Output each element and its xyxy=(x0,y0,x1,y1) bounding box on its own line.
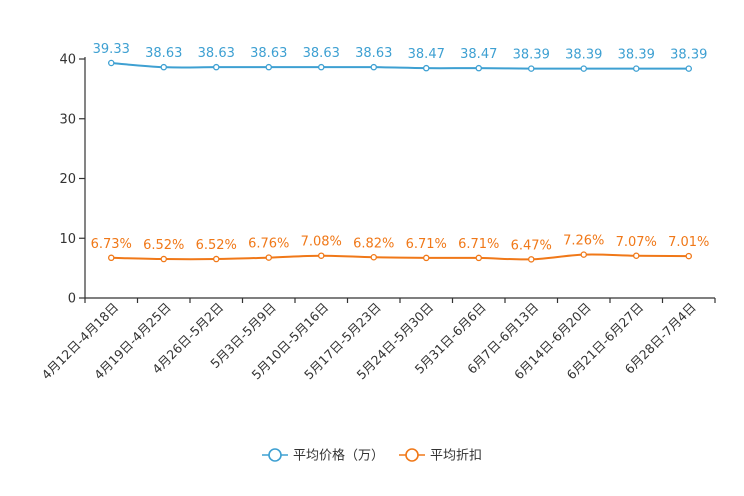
data-point[interactable] xyxy=(160,255,167,263)
series-line xyxy=(111,253,689,261)
data-label: 38.47 xyxy=(408,47,445,62)
data-label: 38.63 xyxy=(198,46,235,61)
data-point[interactable] xyxy=(108,59,115,67)
x-axis: 4月12日-4月18日4月19日-4月25日4月26日-5月2日5月3日-5月9… xyxy=(38,297,716,382)
series-layer: 39.33 38.63 38.63 38.63 38.63 38.63 38.47 38.47… xyxy=(91,42,709,263)
data-point[interactable] xyxy=(633,252,640,260)
data-point[interactable] xyxy=(422,254,430,262)
y-tick-label: 40 xyxy=(59,53,76,68)
data-point[interactable] xyxy=(212,63,220,71)
data-label: 7.07% xyxy=(616,235,657,250)
legend-marker-icon xyxy=(405,448,419,462)
data-label: 38.63 xyxy=(355,46,392,61)
data-label: 6.71% xyxy=(458,237,499,252)
data-point[interactable] xyxy=(528,65,535,72)
legend[interactable]: 平均价格（万） 平均折扣 xyxy=(262,448,482,464)
data-point[interactable] xyxy=(528,256,535,263)
data-label: 7.08% xyxy=(301,235,342,250)
data-point[interactable] xyxy=(317,63,325,71)
data-label: 6.52% xyxy=(143,238,184,253)
data-label: 38.39 xyxy=(618,48,655,63)
data-label: 38.63 xyxy=(145,46,182,61)
data-point[interactable] xyxy=(422,64,430,72)
series-average-price: 39.33 38.63 38.63 38.63 38.63 38.63 38.47 38.47… xyxy=(93,42,707,72)
data-label: 38.39 xyxy=(513,48,550,63)
legend-item-average-discount[interactable]: 平均折扣 xyxy=(399,448,482,464)
data-point[interactable] xyxy=(370,254,377,261)
data-point[interactable] xyxy=(160,63,167,71)
data-label: 38.47 xyxy=(460,47,497,62)
data-label: 7.26% xyxy=(563,234,604,249)
data-point[interactable] xyxy=(475,254,482,262)
data-point[interactable] xyxy=(265,254,272,261)
data-label: 6.76% xyxy=(248,237,289,252)
series-line xyxy=(111,62,689,70)
data-point[interactable] xyxy=(475,64,482,72)
legend-marker-icon xyxy=(268,448,282,462)
y-tick-label: 30 xyxy=(59,112,76,127)
data-label: 6.47% xyxy=(511,238,552,253)
data-point[interactable] xyxy=(370,63,377,71)
data-label: 38.39 xyxy=(670,48,707,63)
series-average-discount: 6.73% 6.52% 6.52% 6.76% 7.08% 6.82% 6.71% 6.71%… xyxy=(91,234,709,263)
data-point[interactable] xyxy=(108,254,115,262)
legend-label: 平均折扣 xyxy=(430,449,482,464)
data-label: 38.63 xyxy=(250,46,287,61)
y-tick-label: 20 xyxy=(59,172,76,187)
data-label: 39.33 xyxy=(93,42,130,57)
data-label: 6.82% xyxy=(353,236,394,251)
data-label: 38.63 xyxy=(303,46,340,61)
data-label: 7.01% xyxy=(668,235,709,250)
y-axis: 0 10 20 30 40 xyxy=(59,53,86,307)
data-point[interactable] xyxy=(265,63,272,71)
data-point[interactable] xyxy=(580,251,588,258)
data-label: 38.39 xyxy=(565,48,602,63)
data-point[interactable] xyxy=(212,255,220,263)
y-tick-label: 0 xyxy=(68,292,76,307)
data-point[interactable] xyxy=(317,252,325,259)
data-point[interactable] xyxy=(633,65,640,72)
y-tick-label: 10 xyxy=(59,232,76,247)
data-point[interactable] xyxy=(580,65,588,72)
legend-label: 平均价格（万） xyxy=(293,448,384,464)
data-label: 6.71% xyxy=(406,237,447,252)
data-label: 6.73% xyxy=(91,237,132,252)
data-point[interactable] xyxy=(685,65,693,72)
legend-item-average-price[interactable]: 平均价格（万） xyxy=(262,448,384,464)
data-label: 6.52% xyxy=(196,238,237,253)
data-point[interactable] xyxy=(685,252,693,260)
